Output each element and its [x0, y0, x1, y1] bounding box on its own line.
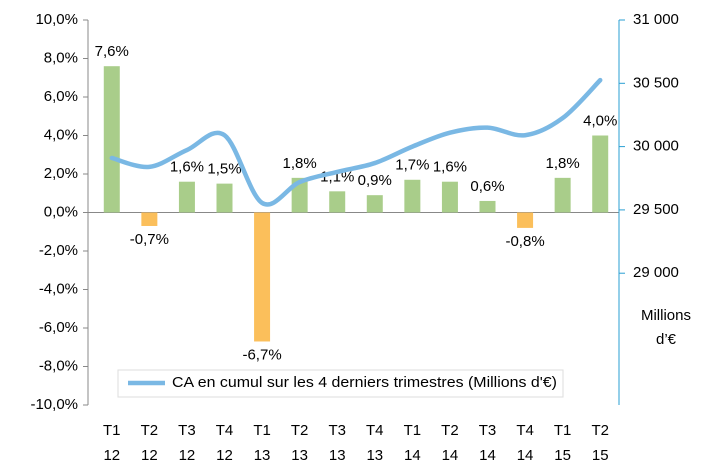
y2-tick-label: 30 500	[633, 74, 679, 91]
x-tick-label: 12	[103, 447, 120, 464]
y-tick-label: 2,0%	[44, 165, 78, 182]
x-tick-label: T1	[554, 422, 572, 439]
bar	[366, 195, 383, 213]
x-tick-label: T4	[366, 422, 384, 439]
x-tick-label: T3	[178, 422, 196, 439]
y2-axis-label: Millions	[641, 307, 691, 324]
y-tick-label: -6,0%	[39, 319, 78, 336]
bar	[479, 200, 496, 213]
bar	[254, 212, 271, 342]
bar	[103, 66, 120, 213]
y2-tick-label: 30 000	[633, 138, 679, 155]
bar	[404, 179, 421, 213]
value-label: 7,6%	[95, 43, 129, 60]
x-tick-label: T1	[103, 422, 121, 439]
bar	[329, 191, 346, 213]
x-tick-label: 14	[404, 447, 421, 464]
value-label: 1,7%	[395, 157, 429, 174]
x-tick-label: 13	[329, 447, 346, 464]
y2-axis-label: d’€	[656, 331, 677, 348]
value-label: 0,9%	[358, 172, 392, 189]
x-tick-label: 14	[479, 447, 496, 464]
x-tick-label: 15	[554, 447, 571, 464]
value-label: 1,6%	[170, 159, 204, 176]
value-label: 4,0%	[583, 112, 617, 129]
x-tick-label: 12	[179, 447, 196, 464]
value-label: -0,8%	[505, 233, 544, 250]
y-tick-label: -4,0%	[39, 280, 78, 297]
legend-box	[117, 369, 564, 398]
x-tick-label: T3	[328, 422, 346, 439]
y-tick-label: -8,0%	[39, 357, 78, 374]
y2-tick-label: 29 000	[633, 264, 679, 281]
x-tick-label: T1	[404, 422, 422, 439]
x-tick-label: 13	[291, 447, 308, 464]
value-label: -6,7%	[242, 346, 281, 363]
x-tick-label: T2	[141, 422, 159, 439]
x-tick-label: 12	[216, 447, 233, 464]
x-tick-label: T2	[291, 422, 309, 439]
y-tick-label: -2,0%	[39, 242, 78, 259]
bar	[178, 181, 195, 213]
x-tick-label: T1	[253, 422, 271, 439]
y-tick-label: 10,0%	[35, 11, 78, 28]
value-label: 1,6%	[433, 159, 467, 176]
x-tick-label: 13	[366, 447, 383, 464]
x-tick-label: T4	[516, 422, 534, 439]
value-label: -0,7%	[130, 231, 169, 248]
x-tick-label: 12	[141, 447, 158, 464]
bar	[517, 212, 534, 228]
x-tick-label: T3	[479, 422, 497, 439]
value-label: 1,8%	[546, 155, 580, 172]
value-label: 0,6%	[470, 178, 504, 195]
legend-label: CA en cumul sur les 4 derniers trimestre…	[172, 374, 557, 391]
bar	[592, 135, 609, 213]
y2-tick-label: 29 500	[633, 201, 679, 218]
y2-tick-label: 31 000	[633, 11, 679, 28]
value-label: 1,5%	[207, 161, 241, 178]
x-tick-label: 14	[517, 447, 534, 464]
value-label: 1,8%	[283, 155, 317, 172]
bar	[216, 183, 233, 213]
x-tick-label: T2	[441, 422, 459, 439]
line	[109, 77, 603, 207]
bar	[441, 181, 458, 213]
x-tick-label: 14	[442, 447, 459, 464]
x-tick-label: 13	[254, 447, 271, 464]
y-tick-label: -10,0%	[30, 396, 78, 413]
x-tick-label: T4	[216, 422, 234, 439]
x-tick-label: T2	[591, 422, 609, 439]
bar	[141, 212, 158, 226]
x-tick-label: 15	[592, 447, 609, 464]
bar	[554, 177, 571, 213]
y-tick-label: 4,0%	[44, 126, 78, 143]
y-tick-label: 0,0%	[44, 203, 78, 220]
y-tick-label: 6,0%	[44, 88, 78, 105]
y-tick-label: 8,0%	[44, 49, 78, 66]
